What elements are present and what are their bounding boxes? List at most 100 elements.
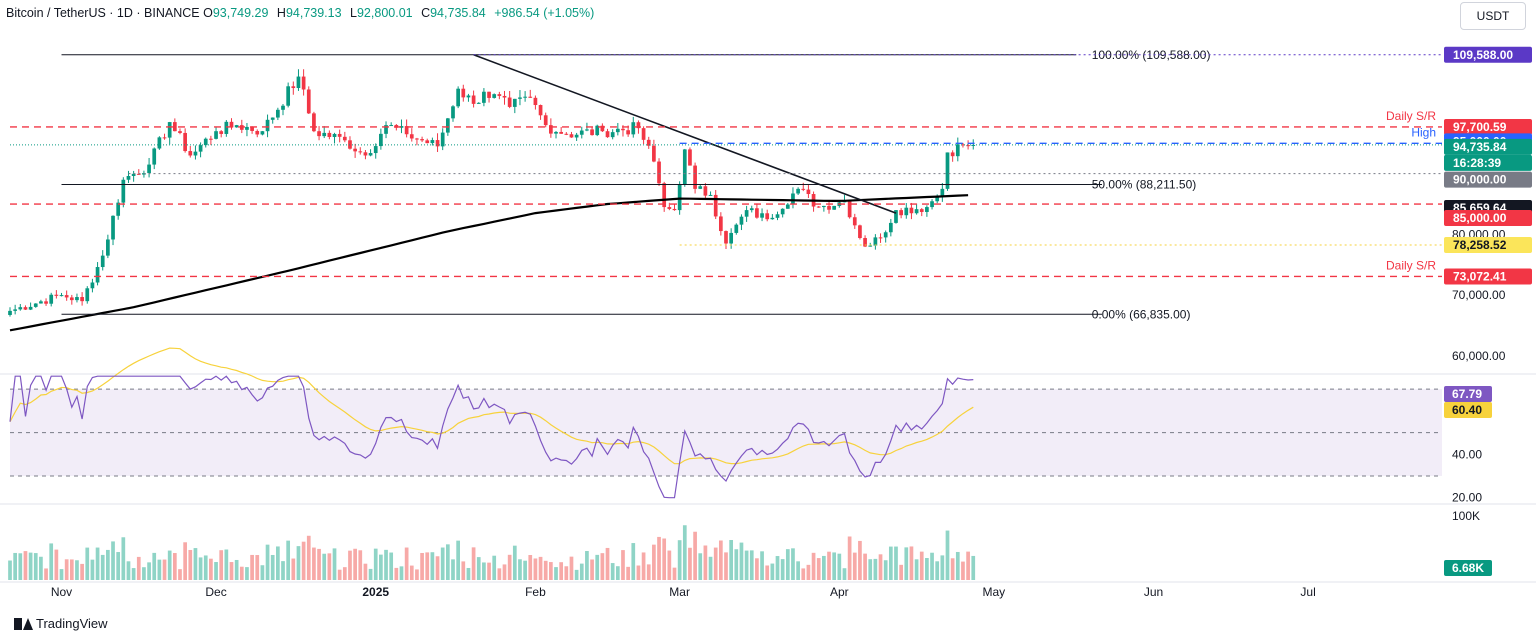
candle-body [693,165,697,189]
candle-body [502,95,507,98]
volume-bar [497,568,502,580]
candle-body [600,125,605,132]
candle-body [255,130,260,135]
volume-bar [435,556,440,580]
volume-bar [811,552,816,580]
candle-body [147,164,151,174]
volume-bar [342,567,347,580]
volume-bar [543,560,548,580]
ma200-line [9,194,969,332]
volume-bar [971,555,976,580]
candle-body [18,307,23,310]
volume-bar [44,568,48,580]
volume-bar [59,569,64,580]
candle-body [512,98,517,107]
candle-body [286,86,291,106]
candle-body [559,131,564,134]
candle-body [801,188,806,190]
candle-body [80,297,84,302]
badge-85000-bg [1444,210,1532,227]
volume-bar [172,553,177,580]
volume-bar [394,567,399,580]
candle-body [791,193,795,205]
candle-body [847,201,852,218]
candle-body [549,125,553,134]
symbol-title[interactable]: Bitcoin / TetherUS · 1D · BINANCE [6,6,200,20]
candle-body [682,149,687,185]
volume-bar [49,543,54,580]
volume-bar [914,559,919,580]
volume-bar [224,549,229,580]
badge-85000: 85,000.00 [1453,211,1507,225]
candle-body [384,125,388,134]
volume-bar [23,551,28,580]
candle-body [389,125,394,127]
candle-body [399,126,404,128]
candle-body [95,267,100,283]
candle-body [312,113,316,132]
candle-body [966,145,970,147]
volume-bar [729,540,734,580]
candle-body [796,188,800,194]
volume-bar [420,552,424,580]
candle-body [178,131,182,133]
candle-body [270,117,275,120]
candle-body [703,186,708,196]
candle-body [858,225,862,239]
candle-body [755,208,759,218]
volume-bar [610,563,615,580]
candle-body [852,217,857,226]
volume-bar [126,561,131,580]
candle-body [116,202,121,216]
volume-bar [863,553,867,580]
candle-body [961,144,965,146]
candle-body [219,131,224,134]
volume-bar [183,542,187,580]
volume-bar [312,547,316,580]
candle-body [64,295,69,298]
candle-body [868,245,873,247]
candle-body [183,132,187,152]
candle-body [69,297,74,301]
candle-body [816,206,821,208]
candle-body [188,151,193,156]
candle-body [950,152,955,157]
volume-bar [69,559,74,580]
candle-body [245,126,249,130]
candle-body [538,105,543,116]
candle-body [209,138,213,140]
volume-bar [476,557,481,580]
time-axis-tick: Mar [669,585,690,599]
rsi-axis-tick: 20.00 [1452,491,1482,505]
volume-bar [250,554,254,580]
candle-body [203,138,208,146]
candle-body [822,205,826,208]
volume-bar [64,559,69,580]
candle-body [652,145,656,162]
volume-bar [306,535,311,580]
candle-body [8,310,12,315]
candle-body [152,148,157,165]
candle-body [281,105,285,110]
volume-bar [837,553,842,580]
candle-body [44,301,48,304]
candle-body [955,144,960,157]
candle-body [940,188,945,196]
volume-bar [564,566,569,580]
candle-body [162,137,167,139]
candle-body [476,102,481,104]
volume-bar [260,565,265,580]
candle-body [574,134,579,138]
volume-bar [152,552,157,580]
candle-body [440,132,445,147]
volume-bar [775,556,780,580]
volume-bar [100,554,105,580]
volume-bar [523,560,527,580]
volume-bar [888,546,893,580]
currency-button[interactable]: USDT [1460,2,1526,30]
volume-bar [147,562,151,580]
volume-bar [518,559,522,580]
candle-body [100,255,105,268]
volume-axis-tick: 100K [1452,509,1480,523]
